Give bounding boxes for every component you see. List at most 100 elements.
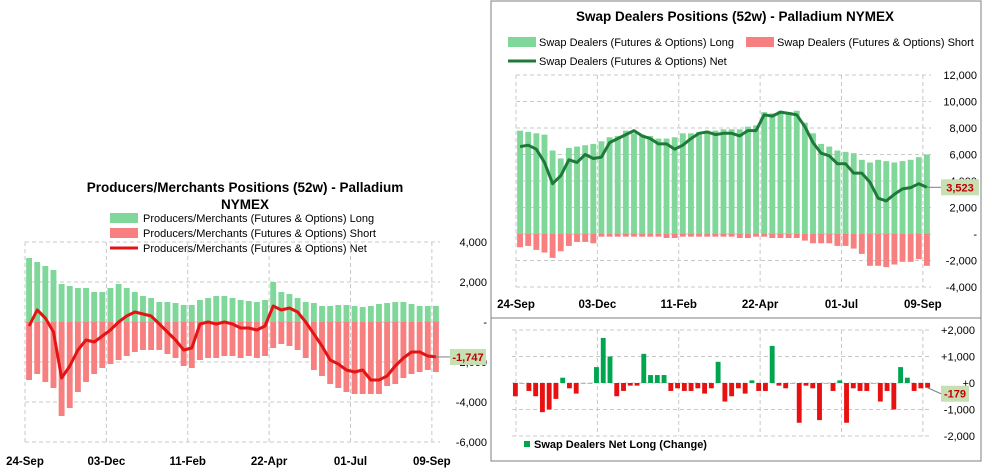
change-bar: [904, 377, 910, 383]
last-value-box: [941, 385, 969, 402]
change-bar: [884, 383, 890, 391]
short-bar: [777, 234, 784, 238]
long-bar: [622, 130, 629, 234]
y-tick-label: 12,000: [943, 70, 977, 82]
change-bar: [648, 375, 653, 383]
long-bar: [310, 303, 317, 322]
x-tick-label: 03-Dec: [579, 299, 617, 311]
change-bar: [641, 353, 647, 383]
long-bar: [842, 151, 849, 234]
long-bar: [131, 292, 138, 322]
short-bar: [631, 234, 637, 237]
long-bar: [156, 302, 163, 322]
change-bar: [567, 383, 572, 389]
short-bar: [867, 234, 873, 266]
long-bar: [83, 288, 89, 322]
swap-change-last-value: -179: [927, 385, 969, 402]
change-bar: [681, 383, 687, 391]
change-bar: [634, 383, 640, 386]
swap-bars: [517, 110, 930, 268]
x-tick-label: 22-Apr: [742, 299, 779, 311]
change-bar: [654, 375, 660, 383]
x-tick-label: 24-Sep: [497, 299, 535, 311]
long-bar: [517, 130, 523, 234]
legend-swatch-producers-short: [110, 228, 138, 238]
long-bar: [99, 292, 106, 322]
change-bar: [830, 383, 836, 391]
change-bar: [891, 383, 897, 410]
change-bar: [533, 383, 539, 397]
change-bar: [621, 383, 626, 391]
short-bar: [924, 234, 930, 266]
short-bar: [343, 322, 350, 392]
long-bar: [197, 300, 203, 322]
short-bar: [83, 322, 89, 382]
short-bar: [883, 234, 890, 268]
short-bar: [850, 234, 857, 249]
last-value-label: -1,747: [452, 352, 483, 364]
short-bar: [810, 234, 816, 244]
short-bar: [818, 234, 825, 244]
long-bar: [213, 296, 220, 322]
long-bar: [278, 292, 285, 322]
long-bar: [915, 157, 922, 234]
long-bar: [26, 258, 32, 322]
short-bar: [517, 234, 523, 248]
short-bar: [679, 234, 686, 237]
short-bar: [590, 234, 597, 244]
change-bar: [783, 383, 789, 389]
short-bar: [655, 234, 662, 237]
long-bar: [728, 129, 735, 234]
long-bar: [123, 288, 130, 322]
long-bar: [343, 305, 350, 322]
change-bar: [790, 383, 795, 384]
short-bar: [58, 322, 65, 416]
long-bar: [907, 159, 914, 234]
change-bar: [553, 383, 559, 399]
long-bar: [50, 270, 57, 322]
short-bar: [744, 234, 751, 238]
producers-chart: Producers/Merchants Positions (52w) - Pa…: [6, 180, 487, 468]
producers-net-line-group: [27, 304, 437, 382]
change-bar: [823, 383, 829, 384]
long-bar: [400, 302, 407, 322]
short-bar: [801, 234, 808, 241]
change-bar: [546, 383, 552, 410]
y-tick-label: -2,000: [944, 431, 975, 443]
long-bar: [327, 306, 334, 322]
legend-label-producers-short: Producers/Merchants (Futures & Options) …: [143, 228, 376, 240]
swap-change-bars: [512, 337, 931, 423]
short-bar: [335, 322, 342, 388]
long-bar: [525, 131, 532, 234]
short-bar: [565, 234, 572, 246]
short-bar: [753, 234, 759, 237]
change-bar: [587, 383, 593, 384]
y-tick-label: 2,000: [949, 203, 977, 215]
short-bar: [123, 322, 130, 356]
y-tick-label: -: [483, 317, 487, 329]
long-bar: [834, 150, 841, 234]
legend-swatch-swap-change: [524, 441, 530, 447]
long-bar: [42, 266, 49, 322]
short-bar: [270, 322, 277, 348]
change-bar: [837, 380, 843, 383]
change-bar: [594, 367, 599, 383]
short-bar: [712, 234, 719, 237]
change-bar: [661, 375, 667, 383]
long-bar: [58, 284, 65, 322]
short-bar: [310, 322, 317, 370]
long-bar: [384, 303, 391, 322]
change-bar: [729, 383, 735, 397]
long-bar: [793, 110, 800, 234]
producers-last-value: -1,747: [435, 348, 486, 365]
short-bar: [704, 234, 711, 237]
long-bar: [205, 298, 212, 322]
short-bar: [557, 234, 564, 252]
swap-chart-title: Swap Dealers Positions (52w) - Palladium…: [576, 9, 894, 24]
long-bar: [367, 306, 374, 322]
short-bar: [205, 322, 212, 358]
y-tick-label: 4,000: [459, 237, 487, 249]
long-bar: [140, 296, 146, 322]
short-bar: [384, 322, 391, 386]
